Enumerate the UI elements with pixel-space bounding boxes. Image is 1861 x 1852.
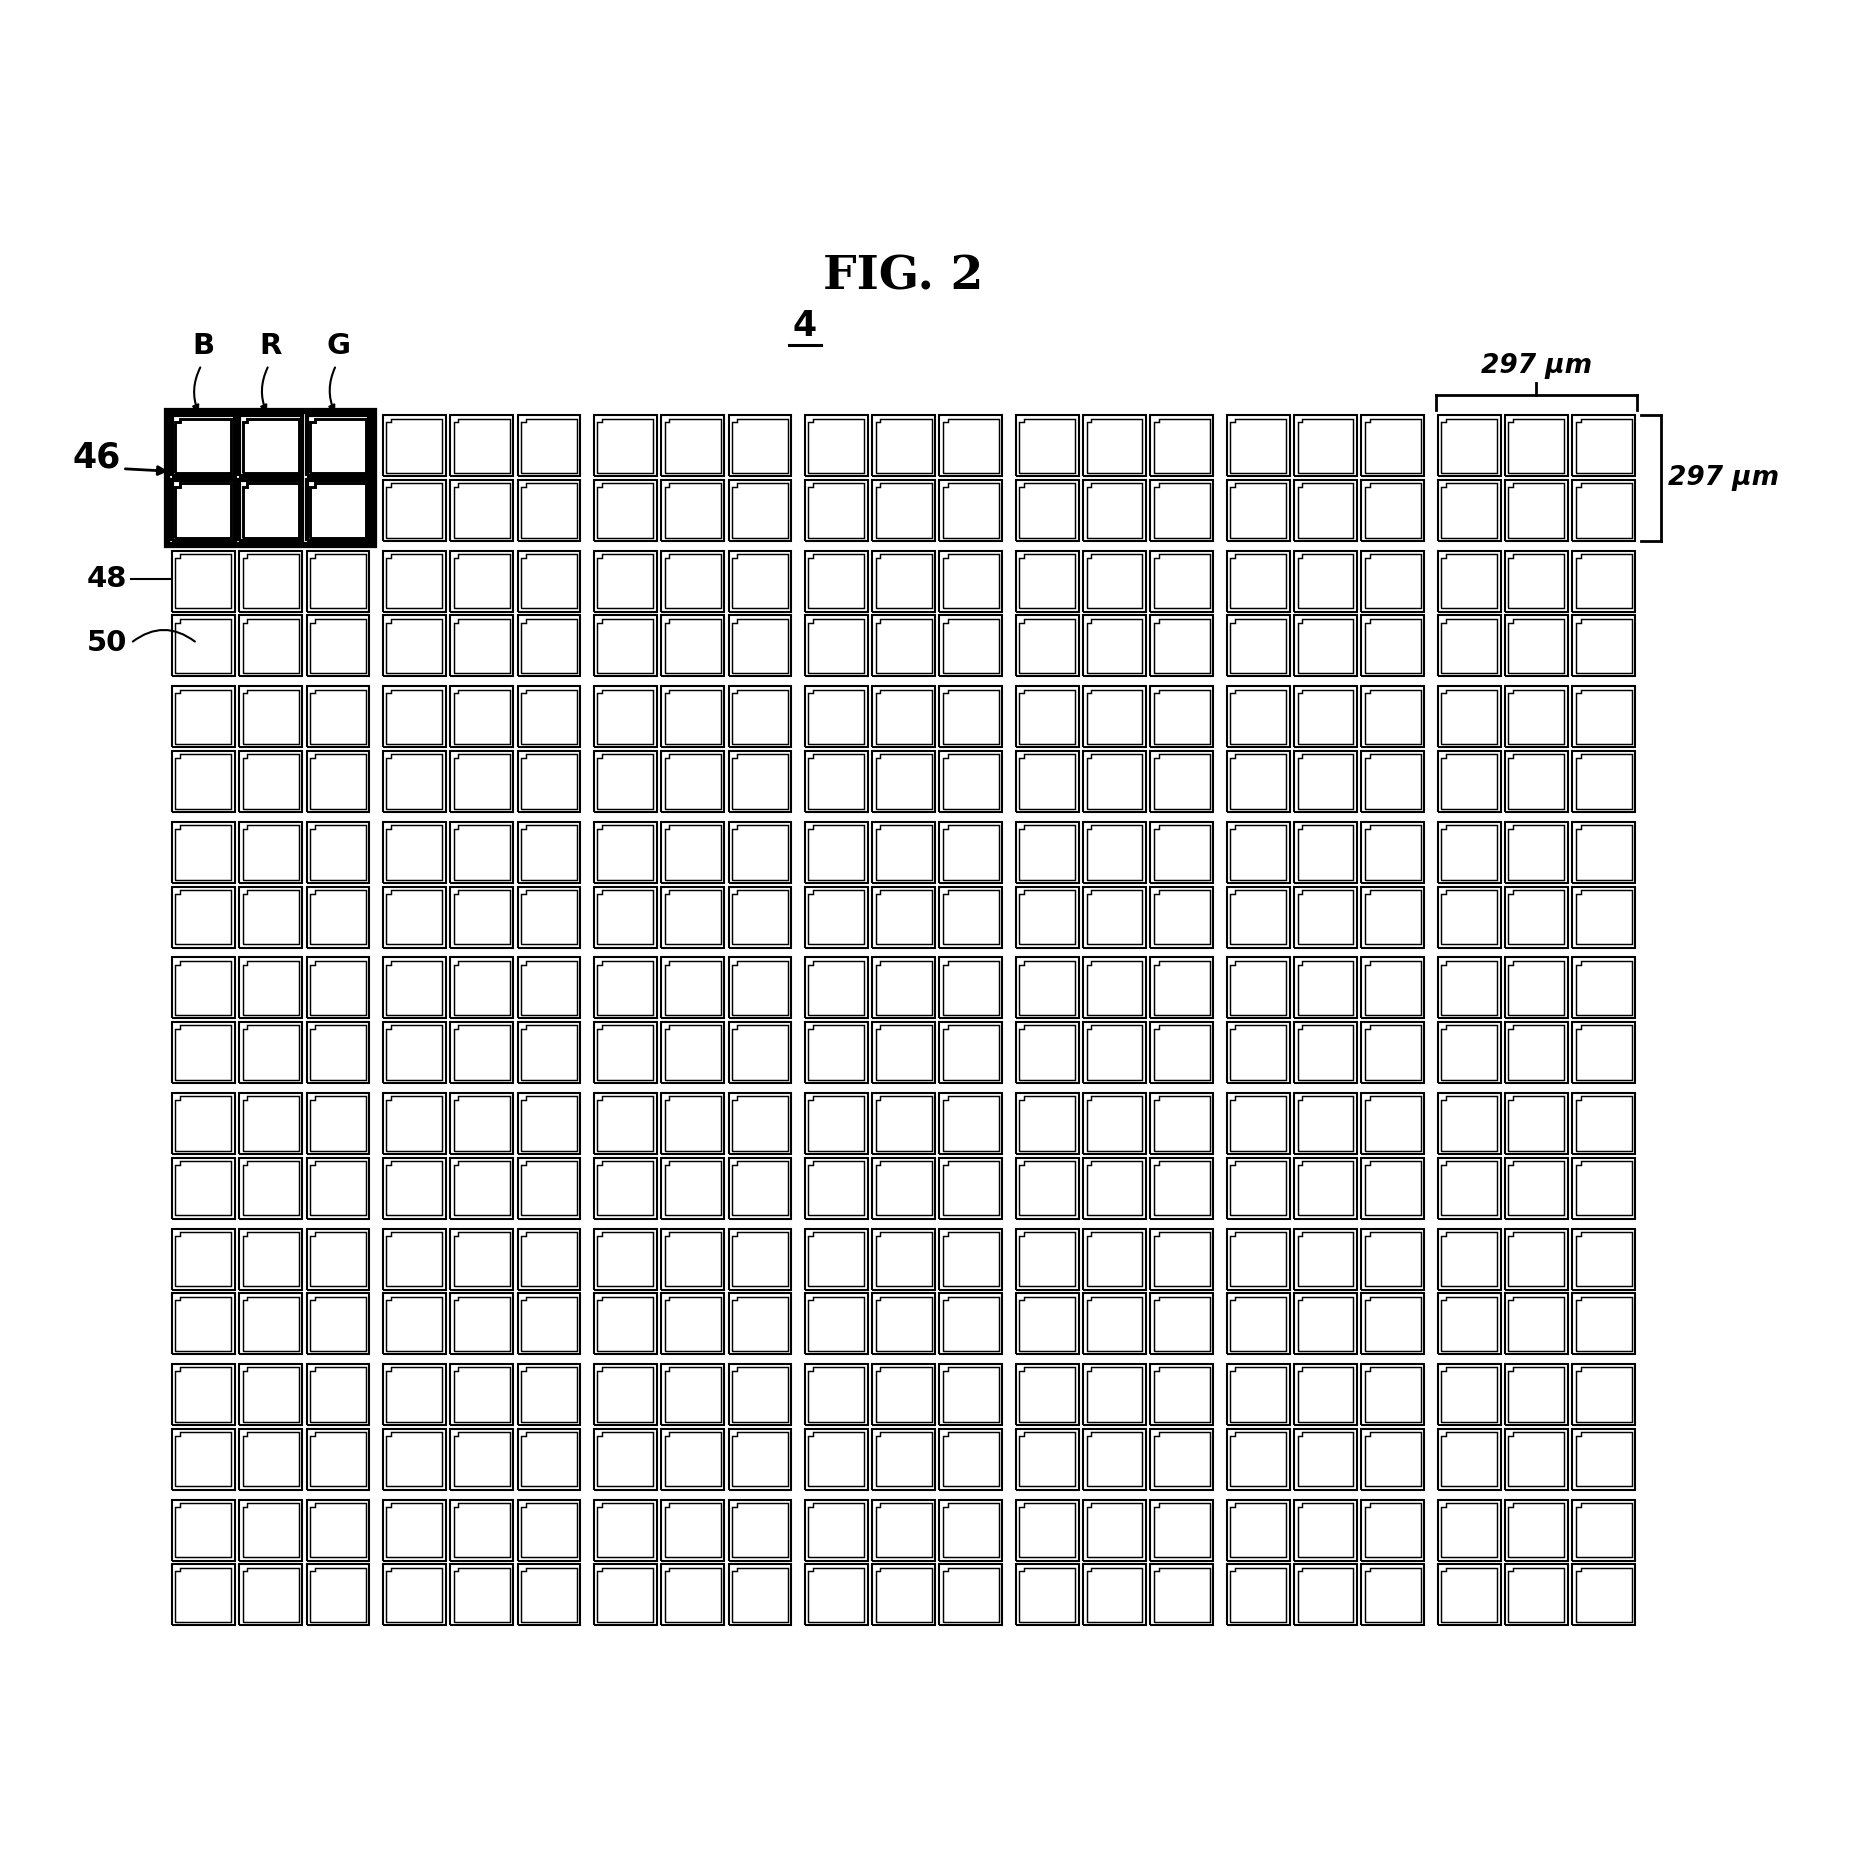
Text: B: B <box>192 332 214 359</box>
Bar <box>167 411 374 544</box>
Text: 46: 46 <box>73 441 121 474</box>
Text: FIG. 2: FIG. 2 <box>823 254 984 298</box>
Text: R: R <box>259 332 281 359</box>
Text: 4: 4 <box>793 309 817 343</box>
Text: 50: 50 <box>87 630 127 657</box>
Text: 297 μm: 297 μm <box>1669 465 1779 491</box>
Text: 297 μm: 297 μm <box>1481 354 1591 380</box>
Text: G: G <box>326 332 350 359</box>
Text: 48: 48 <box>87 565 127 593</box>
